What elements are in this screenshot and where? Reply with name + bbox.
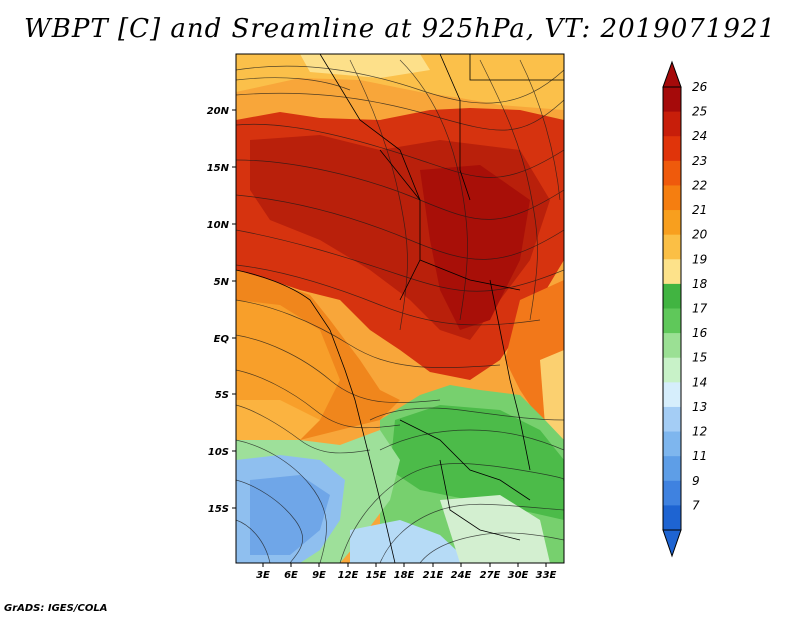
- colorbar-level-label: 14: [692, 375, 707, 389]
- lon-label-21e: 21E: [423, 570, 444, 581]
- colorbar-level-label: 17: [692, 302, 708, 316]
- colorbar-frame: [662, 86, 682, 531]
- colorbar-level-label: 18: [692, 277, 708, 291]
- colorbar-level-label: 9: [692, 474, 700, 488]
- colorbar-level-label: 11: [692, 449, 707, 463]
- colorbar-segment: [663, 87, 681, 113]
- colorbar-level-label: 12: [692, 425, 707, 439]
- colorbar: 26 25 24 23 22 21 20 19 18 17 16 15 14 13 12 11 9 7: [662, 60, 708, 558]
- lon-label-15e: 15E: [366, 570, 387, 581]
- lon-label-6e: 6E: [284, 570, 298, 581]
- colorbar-segment: [663, 431, 681, 457]
- lon-label-12e: 12E: [338, 570, 359, 581]
- colorbar-segment: [663, 505, 681, 531]
- colorbar-segment: [663, 111, 681, 137]
- colorbar-segment: [663, 382, 681, 408]
- lon-axis: 3E 6E 9E 12E 15E 18E 21E 24E 27E 30E 33E: [256, 563, 557, 581]
- lat-label-10s: 10S: [208, 447, 229, 458]
- colorbar-segment: [663, 357, 681, 383]
- colorbar-level-label: 24: [692, 129, 707, 143]
- colorbar-level-label: 20: [692, 228, 708, 242]
- footer-credit: GrADS: IGES/COLA: [4, 603, 108, 614]
- colorbar-bottom-arrow: [662, 529, 682, 558]
- lon-label-24e: 24E: [451, 570, 472, 581]
- colorbar-level-label: 15: [692, 351, 707, 365]
- lat-label-eq: EQ: [214, 334, 230, 345]
- colorbar-segment: [663, 308, 681, 334]
- lat-label-5n: 5N: [214, 277, 230, 288]
- wbpt-field: [236, 54, 564, 563]
- colorbar-level-label: 7: [692, 498, 700, 512]
- lon-label-18e: 18E: [394, 570, 415, 581]
- lon-label-3e: 3E: [256, 570, 270, 581]
- lat-axis: 20N 15N 10N 5N EQ 5S 10S 15S: [207, 106, 236, 515]
- colorbar-level-label: 26: [692, 80, 708, 94]
- colorbar-segment: [663, 333, 681, 359]
- colorbar-segment: [663, 480, 681, 506]
- lon-label-30e: 30E: [508, 570, 529, 581]
- colorbar-level-label: 23: [692, 154, 707, 168]
- lat-label-20n: 20N: [207, 106, 230, 117]
- colorbar-segment: [663, 283, 681, 309]
- colorbar-level-label: 19: [692, 252, 707, 266]
- lat-label-15s: 15S: [208, 504, 229, 515]
- lon-label-27e: 27E: [480, 570, 501, 581]
- colorbar-segment: [663, 259, 681, 285]
- colorbar-segment: [663, 185, 681, 211]
- colorbar-segment: [663, 234, 681, 260]
- colorbar-level-label: 25: [692, 105, 707, 119]
- map-frame: [235, 53, 565, 564]
- colorbar-segment: [663, 210, 681, 236]
- colorbar-segment: [663, 456, 681, 482]
- colorbar-level-label: 13: [692, 400, 707, 414]
- colorbar-segment: [663, 160, 681, 186]
- colorbar-level-label: 21: [692, 203, 707, 217]
- lat-label-10n: 10N: [207, 220, 230, 231]
- lon-label-9e: 9E: [312, 570, 326, 581]
- colorbar-segment: [663, 406, 681, 433]
- colorbar-level-label: 22: [692, 178, 707, 192]
- lon-label-33e: 33E: [536, 570, 557, 581]
- colorbar-segment: [663, 136, 681, 162]
- colorbar-top-arrow: [662, 60, 682, 88]
- chart-title: WBPT [C] and Sreamline at 925hPa, VT: 20…: [24, 14, 776, 44]
- colorbar-level-label: 16: [692, 326, 708, 340]
- lat-label-5s: 5S: [215, 390, 229, 401]
- lat-label-15n: 15N: [207, 163, 230, 174]
